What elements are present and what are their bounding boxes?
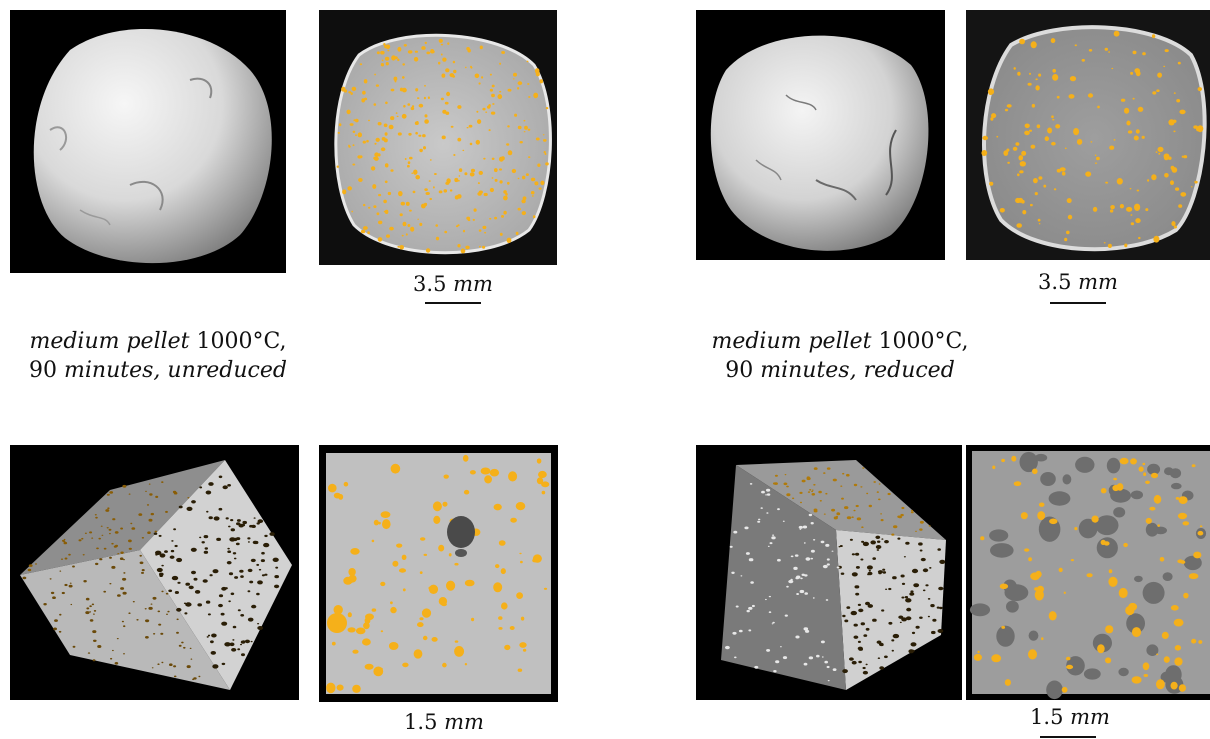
scale-bar-top-right [1050,302,1106,304]
caption-unreduced: medium pellet 1000°C, 90 minutes, unredu… [29,329,287,383]
scale-label-top-right: 3.5 mm [1038,270,1118,294]
pellet-3d-unreduced-image [10,10,286,273]
scale-label-top-left: 3.5 mm [413,272,493,296]
cube-3d-reduced-image [696,445,962,700]
scale-bar-top-left [425,302,481,304]
caption-reduced: medium pellet 1000°C, 90 minutes, reduce… [711,329,969,383]
scale-bar-bottom-right [1040,736,1096,738]
cube-3d-unreduced-image [10,445,299,700]
cross-section-square-reduced-image [966,445,1210,700]
cross-section-square-unreduced-image [319,445,558,702]
pellet-3d-reduced-image [696,10,945,260]
cross-section-unreduced-image [319,10,557,265]
scale-label-bottom-right: 1.5 mm [1030,705,1110,729]
cross-section-reduced-image [966,10,1210,260]
scale-label-bottom-left: 1.5 mm [404,710,484,734]
